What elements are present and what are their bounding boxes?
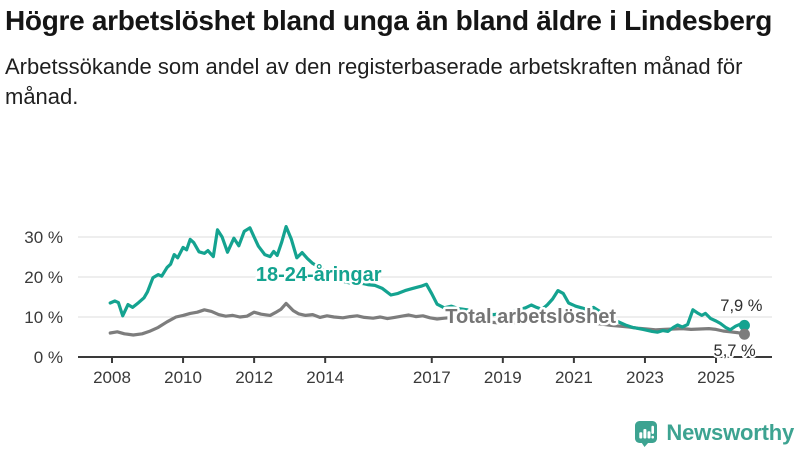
x-tick-label: 2025 — [697, 368, 735, 387]
y-tick-label: 30 % — [24, 228, 63, 247]
page-title: Högre arbetslöshet bland unga än bland ä… — [5, 5, 773, 36]
newsworthy-logo-icon — [635, 421, 658, 447]
series-end-value-label: 5,7 % — [714, 342, 757, 360]
brand-name: Newsworthy — [666, 420, 794, 445]
y-tick-label: 0 % — [34, 348, 63, 367]
series-label: 18-24-åringar — [256, 263, 382, 286]
brand-footer: Newsworthy — [633, 419, 794, 447]
x-tick-label: 2010 — [164, 368, 202, 387]
chart-subtitle: Arbetssökande som andel av den registerb… — [5, 54, 743, 109]
x-tick-label: 2019 — [484, 368, 522, 387]
y-tick-label: 10 % — [24, 308, 63, 327]
x-tick-label: 2014 — [306, 368, 344, 387]
y-tick-label: 20 % — [24, 268, 63, 287]
x-tick-label: 2017 — [413, 368, 451, 387]
x-tick-label: 2023 — [626, 368, 664, 387]
x-tick-label: 2012 — [235, 368, 273, 387]
unemployment-line-chart: 2008 2010 2012 2014 2017 2019 2021 2023 2025 0 % 1… — [24, 225, 772, 387]
series-end-dot — [738, 328, 750, 340]
chart-header: Högre arbetslöshet bland unga än bland ä… — [5, 4, 777, 112]
series-label: Total arbetslöshet — [445, 306, 616, 328]
series-end-value-label: 7,9 % — [720, 297, 763, 315]
x-tick-label: 2021 — [555, 368, 593, 387]
x-tick-label: 2008 — [93, 368, 131, 387]
series-line — [108, 225, 747, 334]
series-end-dot — [738, 319, 750, 331]
